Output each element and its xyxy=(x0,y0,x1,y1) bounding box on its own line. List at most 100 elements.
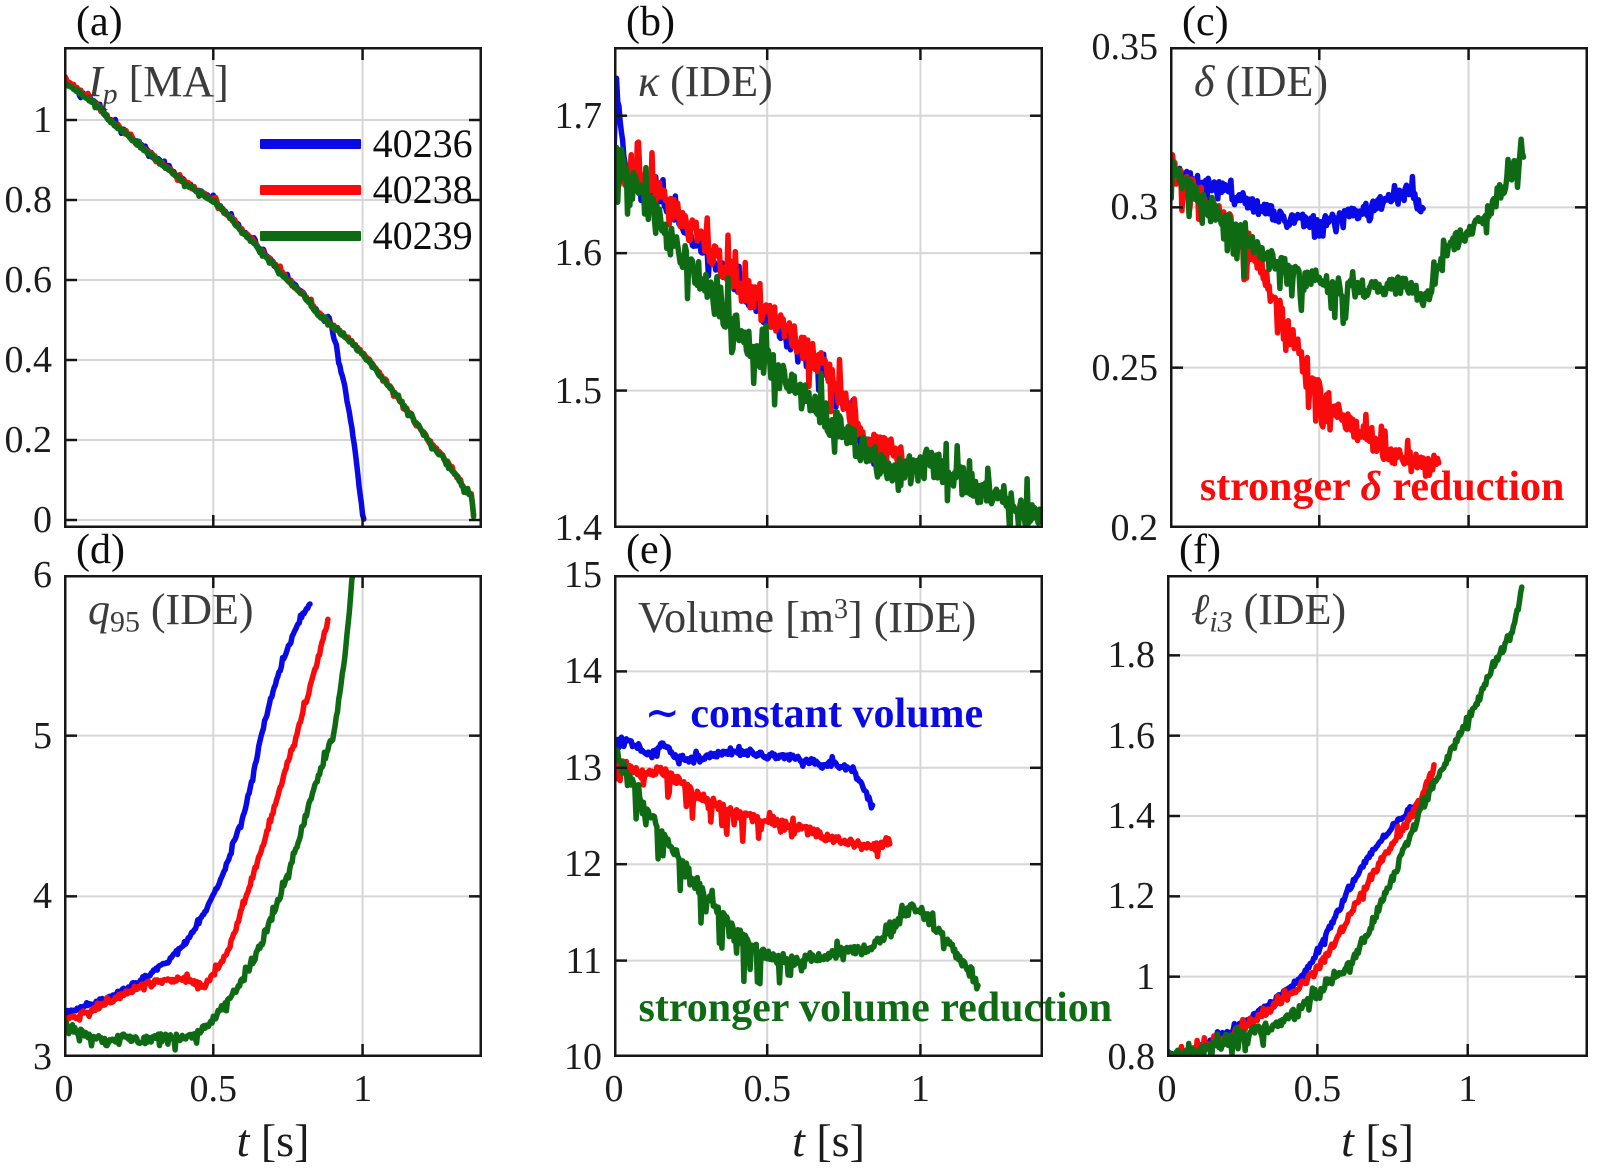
y-tick-label: 0.6 xyxy=(4,259,53,301)
legend: 40236 40238 40239 xyxy=(259,121,473,259)
y-tick-label: 4 xyxy=(33,875,52,918)
y-tick-label: 1.6 xyxy=(554,232,603,275)
text-segment: t xyxy=(1341,1115,1354,1166)
series-40238-line xyxy=(64,616,331,1025)
plot-frame xyxy=(614,47,1043,528)
y-tick-label: 13 xyxy=(564,746,602,789)
y-tick-label: 5 xyxy=(33,714,52,757)
plot-frame xyxy=(64,575,482,1057)
text-segment: t xyxy=(236,1115,250,1166)
legend-label: 40236 xyxy=(372,121,473,166)
text-segment: ∼ constant volume xyxy=(644,690,984,737)
x-axis-label: t [s] xyxy=(614,1115,1043,1167)
y-tick-label: 14 xyxy=(564,650,602,693)
panel-f-plot xyxy=(1167,575,1588,1057)
text-segment: I xyxy=(88,57,103,106)
x-tick-label: 0 xyxy=(54,1068,74,1110)
text-segment: ] (IDE) xyxy=(848,593,977,643)
x-axis-label: t [s] xyxy=(64,1115,482,1167)
text-segment: i3 xyxy=(1209,605,1233,639)
legend-label: 40239 xyxy=(372,213,473,258)
x-tick-label: 0 xyxy=(1157,1068,1177,1110)
text-segment: p xyxy=(102,77,118,111)
text-segment: [s] xyxy=(1353,1115,1414,1166)
series-40239-line xyxy=(1167,584,1525,1057)
y-tick-label: 0.8 xyxy=(1107,1036,1156,1078)
plot-frame xyxy=(1167,575,1588,1057)
plot-frame xyxy=(1170,47,1588,528)
panel-a-plot xyxy=(64,47,482,528)
text-segment: [MA] xyxy=(117,57,229,106)
y-tick-label: 0.2 xyxy=(4,419,53,461)
y-tick-label: 1 xyxy=(1136,955,1155,998)
x-tick-label: 1 xyxy=(353,1068,373,1110)
y-tick-label: 0.3 xyxy=(1110,186,1159,229)
panel-d-letter: (d) xyxy=(76,527,125,573)
series-40239-line xyxy=(64,575,356,1053)
y-tick-label: 11 xyxy=(565,939,602,982)
y-tick-label: 0.8 xyxy=(4,179,53,221)
text-segment: 3 xyxy=(833,594,849,625)
panel-e-letter: (e) xyxy=(626,527,673,573)
text-segment: 95 xyxy=(110,605,140,639)
text-segment: (IDE) xyxy=(139,585,254,634)
y-tick-label: 1 xyxy=(33,99,52,141)
text-segment: δ xyxy=(1360,463,1382,510)
y-tick-label: 0.4 xyxy=(4,339,53,381)
series-40238-line xyxy=(614,753,893,860)
x-tick-label: 0.5 xyxy=(1293,1068,1342,1110)
y-tick-label: 12 xyxy=(564,843,602,886)
series-40239-line xyxy=(64,79,477,520)
y-tick-label: 15 xyxy=(564,554,602,596)
legend-entry-40239: 40239 xyxy=(259,213,473,259)
text-segment: stronger volume reduction xyxy=(638,984,1113,1031)
panel-a-letter: (a) xyxy=(76,0,123,45)
blue-line-swatch xyxy=(259,139,361,149)
panel-b-letter: (b) xyxy=(626,0,675,45)
series-40239-line xyxy=(1170,136,1527,327)
y-tick-label: 3 xyxy=(33,1036,52,1078)
text-segment: ℓ xyxy=(1191,585,1210,634)
legend-entry-40238: 40238 xyxy=(259,167,473,213)
x-tick-label: 1 xyxy=(1458,1068,1478,1110)
panel-d-plot xyxy=(64,575,482,1057)
y-tick-label: 1.4 xyxy=(554,507,603,549)
text-segment: stronger xyxy=(1199,463,1361,510)
annotation-stronger-delta-reduction: stronger δ reduction xyxy=(1200,462,1565,512)
x-tick-label: 0.5 xyxy=(189,1068,238,1110)
panel-a-title: Ip [MA] xyxy=(88,57,229,119)
series-40238-line xyxy=(614,139,905,475)
text-segment: (IDE) xyxy=(1214,57,1329,106)
text-segment: [s] xyxy=(249,1115,310,1166)
panel-e xyxy=(614,575,1043,1057)
text-segment: t xyxy=(792,1115,805,1166)
x-tick-label: 1 xyxy=(910,1068,930,1110)
y-tick-label: 0 xyxy=(33,499,52,541)
text-segment: [s] xyxy=(804,1115,865,1166)
panel-a xyxy=(64,47,482,528)
y-tick-label: 1.2 xyxy=(1107,875,1156,918)
panel-f-title: ℓi3 (IDE) xyxy=(1191,585,1346,647)
panel-c-letter: (c) xyxy=(1182,0,1229,45)
text-segment: (IDE) xyxy=(659,57,773,106)
y-tick-label: 1.4 xyxy=(1107,795,1156,837)
series-40239-line xyxy=(614,745,981,992)
panel-b-plot xyxy=(614,47,1043,528)
red-line-swatch xyxy=(259,185,361,195)
text-segment: κ xyxy=(638,57,660,106)
panel-f-letter: (f) xyxy=(1179,527,1221,573)
y-tick-label: 1.5 xyxy=(554,369,603,412)
x-tick-label: 0 xyxy=(604,1068,624,1110)
legend-entry-40236: 40236 xyxy=(259,121,473,167)
series-40236-line xyxy=(1170,161,1426,240)
text-segment: q xyxy=(88,585,110,634)
panel-b xyxy=(614,47,1043,528)
plot-frame xyxy=(614,575,1043,1057)
green-line-swatch xyxy=(259,231,361,241)
y-tick-label: 1.6 xyxy=(1107,714,1156,757)
y-tick-label: 1.7 xyxy=(554,94,603,137)
panel-b-title: κ (IDE) xyxy=(638,57,773,107)
panel-d xyxy=(64,575,482,1057)
panel-c-title: δ (IDE) xyxy=(1194,57,1328,107)
y-tick-label: 1.8 xyxy=(1107,634,1156,677)
